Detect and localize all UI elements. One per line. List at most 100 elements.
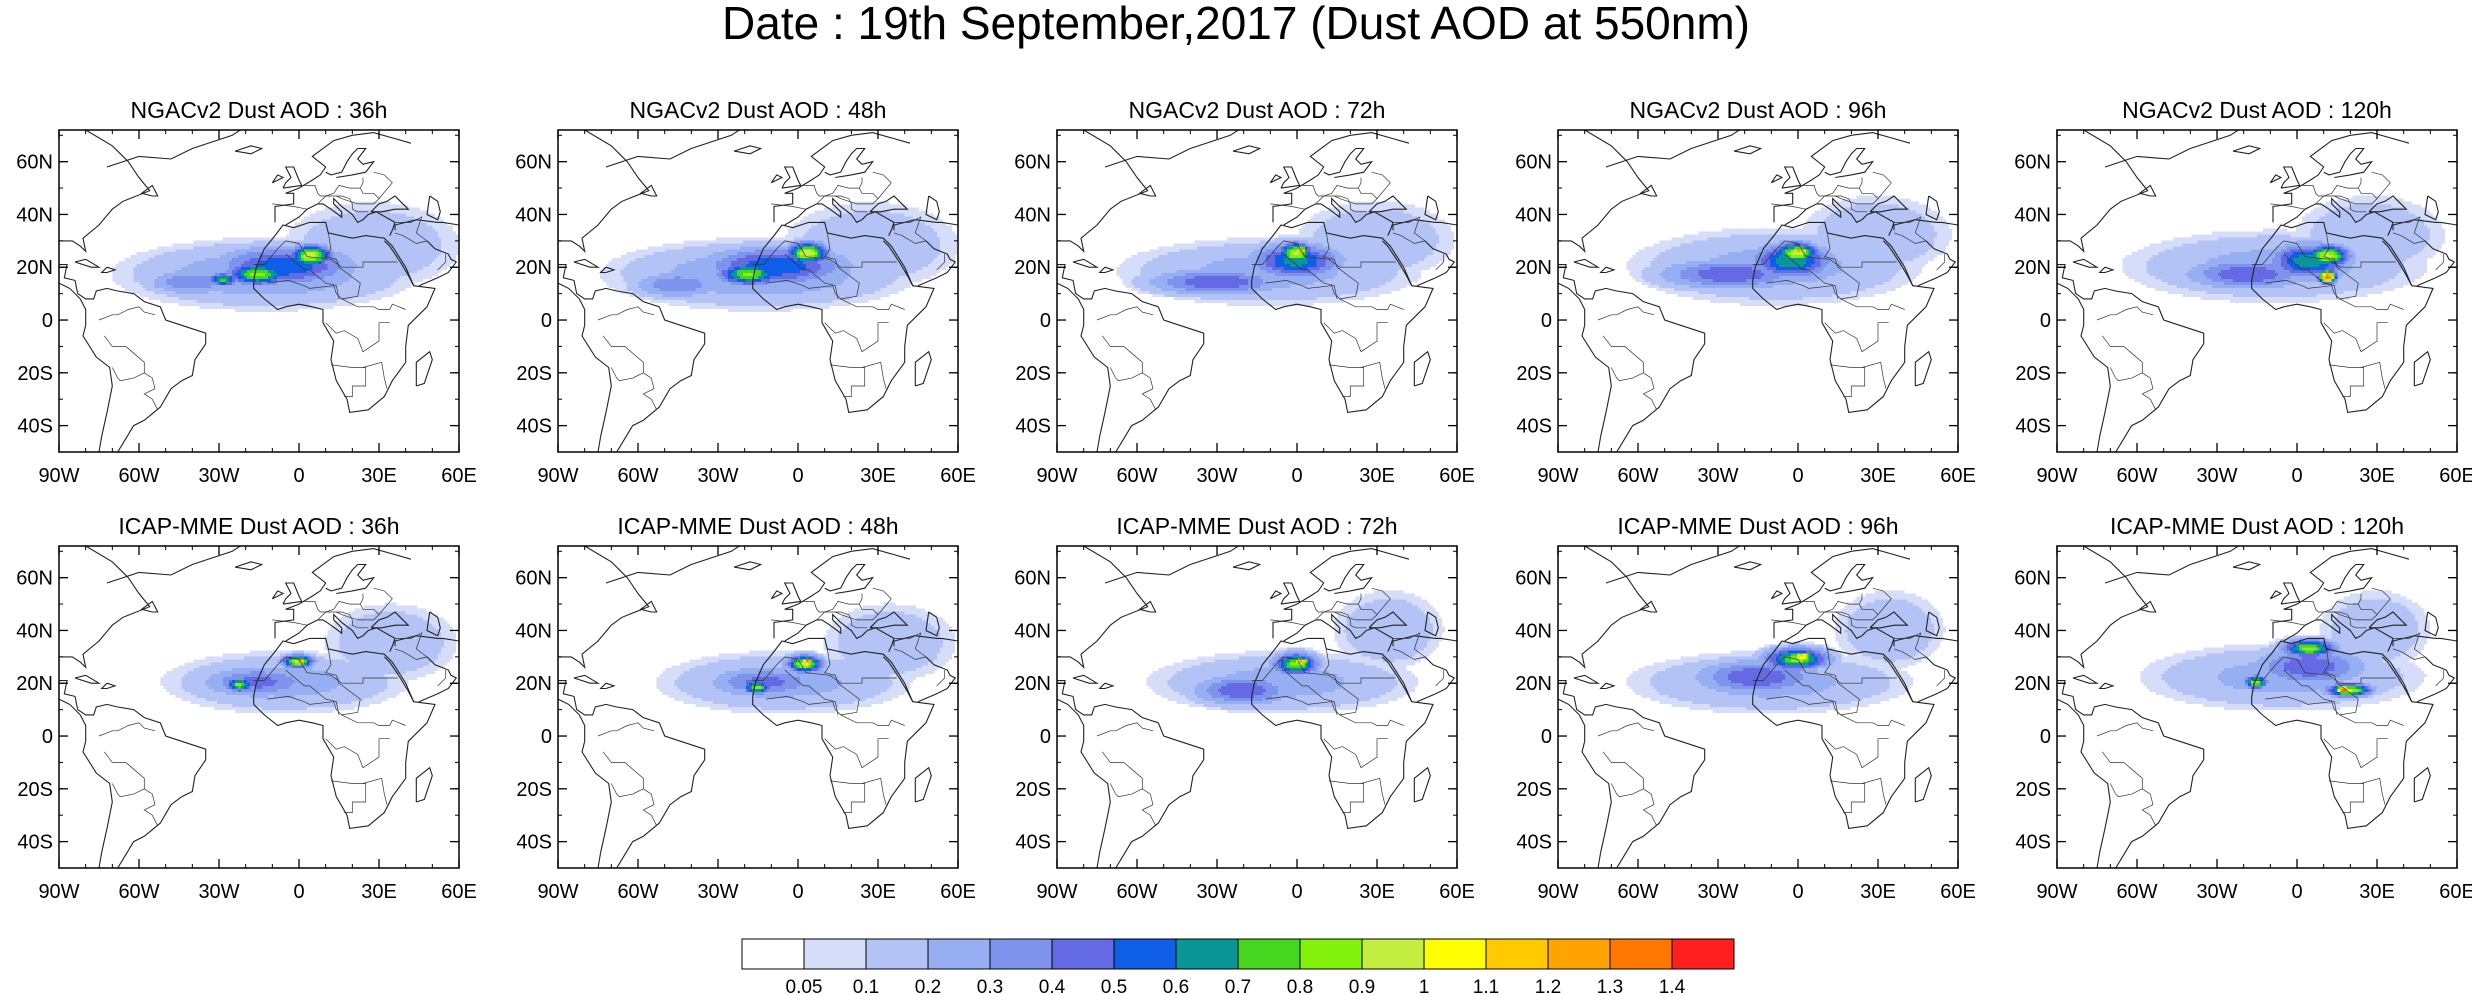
- country-border: [1315, 195, 1367, 213]
- country-border: [325, 738, 390, 769]
- y-tick-label: 20S: [516, 363, 552, 385]
- colorbar-label: 1: [1419, 977, 1430, 995]
- map-panel: ICAP-MME Dust AOD : 72h 90W 60W 30W 0 30E 60E 6…: [1014, 513, 1475, 903]
- coastline: [1752, 637, 1935, 830]
- coastline: [1882, 656, 1914, 702]
- country-border: [143, 788, 159, 826]
- y-tick-label: 40N: [2014, 620, 2051, 642]
- country-border: [2323, 322, 2388, 353]
- panel-title: ICAP-MME Dust AOD : 120h: [2110, 513, 2404, 539]
- coastline: [1917, 656, 1957, 703]
- coastline: [1381, 240, 1413, 286]
- dust-aod-field: [558, 130, 958, 452]
- country-border: [1435, 670, 1445, 687]
- colorbar-swatch: [865, 938, 929, 970]
- country-border: [272, 619, 308, 626]
- y-tick-label: 40N: [1014, 204, 1051, 226]
- panel-title: ICAP-MME Dust AOD : 96h: [1617, 513, 1898, 539]
- coastline: [1605, 130, 1740, 168]
- country-border: [1328, 364, 1365, 397]
- x-tick-label: 0: [1792, 465, 1803, 487]
- panel-title: NGACv2 Dust AOD : 48h: [630, 97, 887, 123]
- coastline: [1251, 221, 1434, 414]
- coastline: [573, 258, 601, 268]
- y-tick-label: 40S: [17, 416, 53, 438]
- coastline: [1558, 282, 1612, 452]
- coastline: [1558, 130, 1650, 254]
- country-border: [771, 203, 807, 210]
- coastline: [1893, 219, 1958, 231]
- y-tick-label: 60N: [2014, 568, 2051, 590]
- country-border: [362, 361, 388, 389]
- x-tick-label: 0: [293, 465, 304, 487]
- y-tick-label: 60N: [1515, 568, 1552, 590]
- country-border: [1893, 632, 1927, 660]
- coastline: [1251, 637, 1434, 830]
- coastline: [1381, 656, 1413, 702]
- country-border: [1835, 187, 1879, 205]
- y-tick-label: 0: [1541, 310, 1552, 332]
- base-map: [558, 130, 958, 452]
- coastline: [925, 611, 940, 637]
- coastline: [2272, 548, 2410, 639]
- x-tick-label: 60W: [617, 881, 658, 903]
- coastline: [733, 561, 763, 571]
- y-tick-label: 40S: [516, 832, 552, 854]
- coastline: [914, 350, 932, 387]
- y-tick-label: 40N: [1515, 204, 1552, 226]
- country-border: [784, 253, 839, 299]
- colorbar-swatch: [1547, 938, 1611, 970]
- coastline: [1280, 582, 1301, 605]
- country-border: [336, 603, 380, 621]
- coastline: [140, 184, 159, 197]
- coastline: [882, 656, 914, 702]
- coastline: [274, 132, 412, 223]
- coastline: [558, 546, 650, 670]
- base-map: [558, 546, 958, 868]
- country-border: [1251, 656, 1396, 684]
- x-tick-label: 30E: [1860, 881, 1896, 903]
- y-tick-label: 0: [541, 310, 552, 332]
- country-border: [1752, 240, 1897, 268]
- country-border: [2096, 722, 2154, 737]
- x-tick-label: 30W: [697, 881, 738, 903]
- coastline: [1323, 563, 1374, 595]
- country-border: [1597, 722, 1655, 737]
- coastline: [1104, 546, 1239, 584]
- country-border: [394, 216, 428, 244]
- coastline: [869, 195, 909, 213]
- coastline: [1824, 563, 1875, 595]
- coastline: [1232, 145, 1262, 155]
- coastline: [2104, 546, 2239, 584]
- coastline: [2057, 698, 2111, 868]
- x-tick-label: 60W: [118, 881, 159, 903]
- y-tick-label: 0: [1040, 310, 1051, 332]
- map-panel: NGACv2 Dust AOD : 72h 90W 60W 30W 0 30E 60E 60N…: [1014, 97, 1475, 487]
- country-border: [325, 648, 361, 716]
- x-tick-label: 30E: [860, 881, 896, 903]
- country-border: [1642, 788, 1658, 826]
- coastline: [234, 145, 264, 155]
- country-border: [1824, 648, 1860, 716]
- y-tick-label: 20N: [2014, 257, 2051, 279]
- coastline: [925, 195, 940, 221]
- country-border: [752, 240, 897, 268]
- colorbar-label: 0.05: [786, 977, 823, 995]
- x-tick-label: 30E: [860, 465, 896, 487]
- coastline: [2381, 240, 2413, 286]
- x-tick-label: 60E: [1940, 881, 1976, 903]
- country-border: [2328, 780, 2365, 813]
- y-tick-label: 40S: [1516, 416, 1552, 438]
- coastline: [59, 282, 113, 452]
- country-border: [336, 187, 380, 205]
- coastline: [773, 132, 911, 223]
- country-border: [1784, 669, 1839, 715]
- x-tick-label: 60E: [2439, 881, 2472, 903]
- coastline: [140, 600, 159, 613]
- panel-title: ICAP-MME Dust AOD : 36h: [118, 513, 399, 539]
- coastline: [558, 130, 650, 254]
- map-panel: ICAP-MME Dust AOD : 120h 90W 60W 30W 0 30E 60E…: [2014, 513, 2472, 903]
- x-tick-label: 60W: [2116, 881, 2157, 903]
- y-tick-label: 20S: [516, 779, 552, 801]
- coastline: [1057, 282, 1111, 452]
